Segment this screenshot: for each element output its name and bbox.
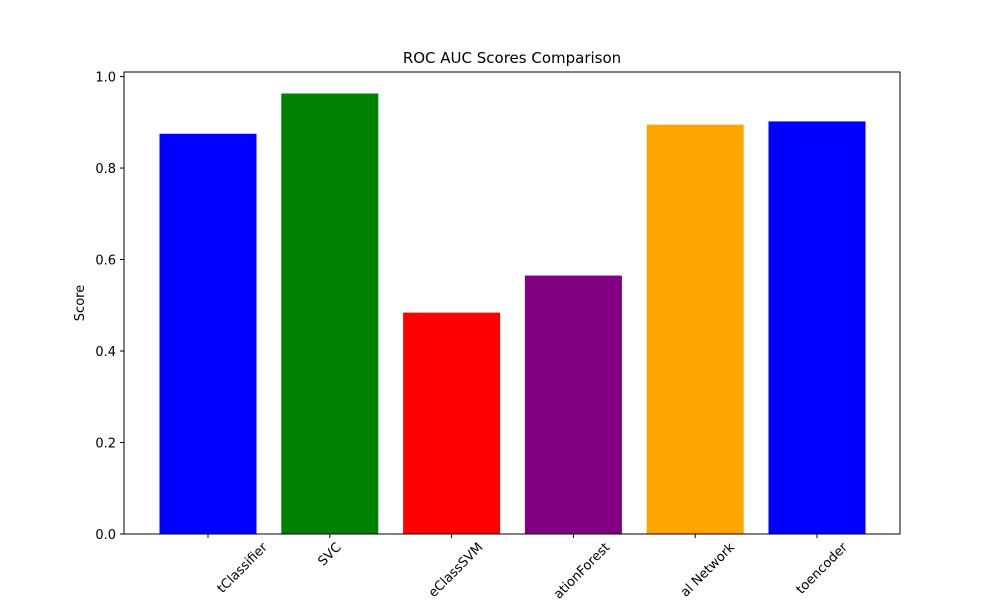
bar bbox=[159, 133, 257, 534]
bar bbox=[524, 275, 622, 534]
y-tick-label: 0.2 bbox=[95, 437, 116, 452]
bar bbox=[281, 93, 379, 534]
plot-frame bbox=[123, 71, 901, 535]
y-tick-label: 0.6 bbox=[95, 254, 116, 269]
y-axis-label: Score bbox=[73, 285, 88, 321]
bar bbox=[403, 312, 501, 534]
bar bbox=[768, 121, 866, 534]
chart-title: ROC AUC Scores Comparison bbox=[403, 49, 621, 67]
y-tick-label: 0.4 bbox=[95, 345, 116, 360]
y-tick-label: 0.8 bbox=[95, 162, 116, 177]
bar bbox=[646, 124, 744, 535]
y-tick-label: 1.0 bbox=[95, 71, 116, 86]
y-tick-label: 0.0 bbox=[95, 528, 116, 543]
